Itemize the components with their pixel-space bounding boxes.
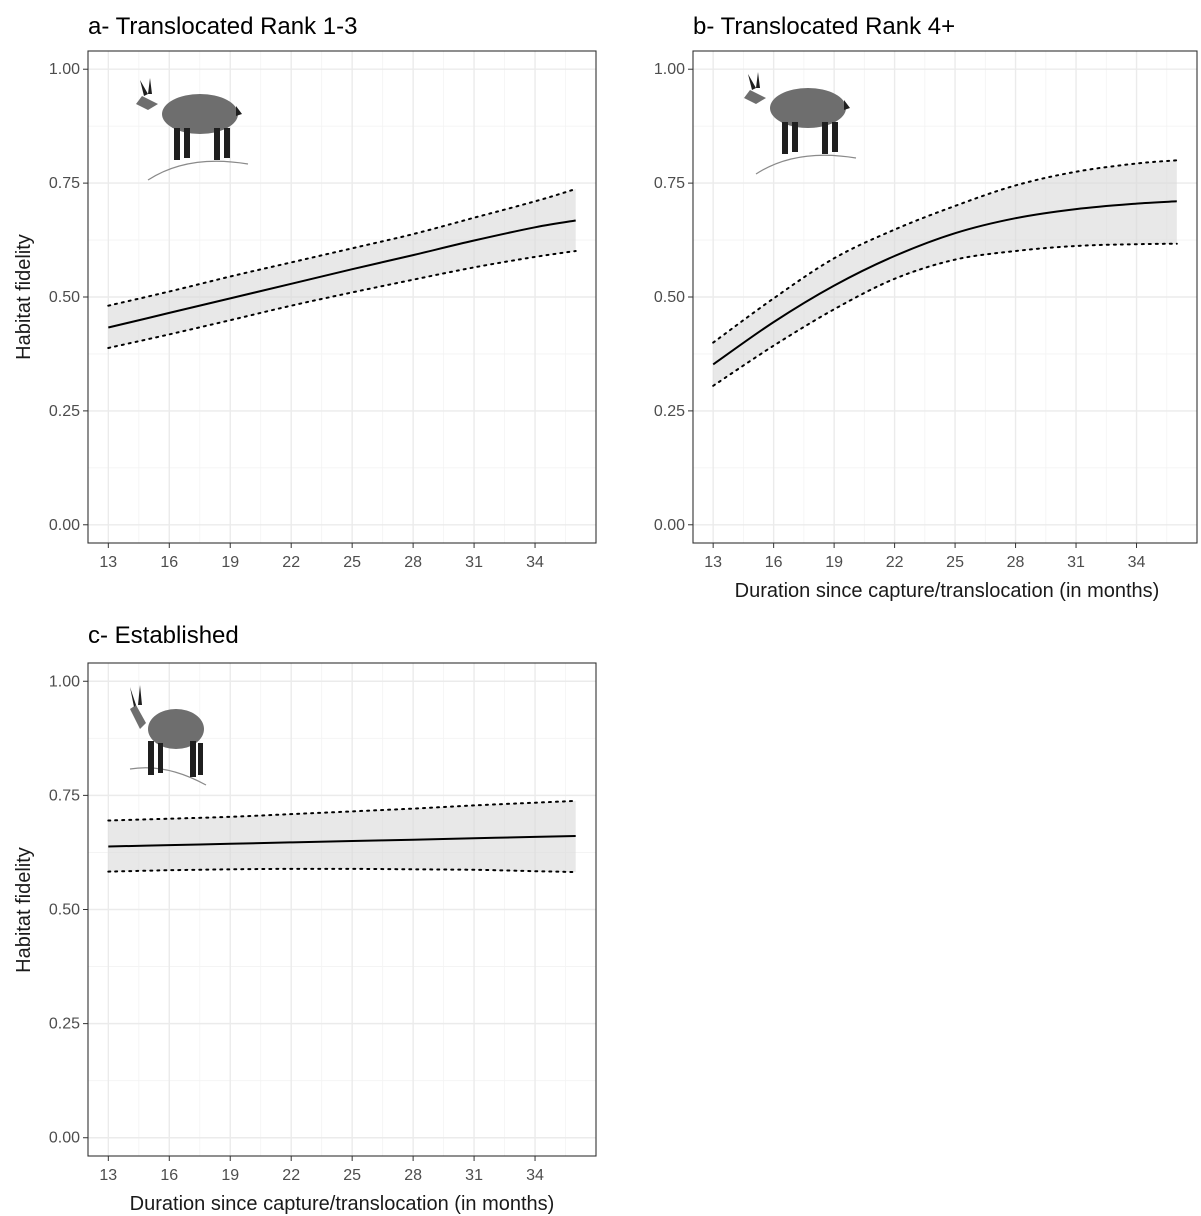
ibex-horns <box>748 72 760 90</box>
y-tick-label: 0.25 <box>654 403 685 420</box>
panel-a: a- Translocated Rank 1-3 13 16 19 22 25 28 31 34… <box>13 13 596 571</box>
y-tick-label: 1.00 <box>49 61 80 78</box>
y-axis-title: Habitat fidelity <box>13 234 35 360</box>
x-tick-label: 16 <box>160 554 178 571</box>
x-tick-label: 34 <box>526 1167 544 1184</box>
panel-c: c- Established 13 16 19 22 25 28 31 34 0.00 0.25 0.… <box>13 622 596 1215</box>
y-tick-label: 0.25 <box>49 403 80 420</box>
x-tick-label: 28 <box>404 1167 422 1184</box>
x-tick-label: 34 <box>526 554 544 571</box>
ibex-tail <box>236 106 242 116</box>
x-tick-label: 13 <box>704 554 722 571</box>
y-tick-label: 0.50 <box>49 289 80 306</box>
ibex-leg <box>822 122 828 154</box>
rock-outline <box>148 161 248 180</box>
confidence-band <box>713 160 1177 385</box>
y-tick-label: 0.50 <box>49 902 80 919</box>
y-tick-label: 0.50 <box>654 289 685 306</box>
x-tick-label: 13 <box>99 1167 117 1184</box>
x-tick-label: 22 <box>886 554 904 571</box>
x-tick-label: 31 <box>465 1167 483 1184</box>
x-tick-label: 19 <box>221 1167 239 1184</box>
ibex-head <box>744 90 766 104</box>
x-tick-label: 22 <box>282 1167 300 1184</box>
confidence-band <box>108 189 575 348</box>
y-axis-title: Habitat fidelity <box>13 847 35 973</box>
ibex-female-icon <box>136 78 248 180</box>
y-tick-label: 1.00 <box>654 61 685 78</box>
x-tick-label: 19 <box>825 554 843 571</box>
y-tick-label: 0.00 <box>49 1130 80 1147</box>
x-tick-label: 25 <box>343 1167 361 1184</box>
y-tick-label: 1.00 <box>49 673 80 690</box>
panel-title: a- Translocated Rank 1-3 <box>88 13 357 40</box>
ibex-male-icon <box>130 685 206 785</box>
ibex-neck <box>130 705 146 729</box>
x-tick-label: 31 <box>1067 554 1085 571</box>
x-tick-label: 19 <box>221 554 239 571</box>
x-tick-label: 28 <box>1007 554 1025 571</box>
x-tick-label: 28 <box>404 554 422 571</box>
y-tick-label: 0.25 <box>49 1016 80 1033</box>
ibex-tail <box>844 100 850 110</box>
ibex-leg <box>832 122 838 152</box>
x-tick-label: 16 <box>765 554 783 571</box>
x-tick-label: 22 <box>282 554 300 571</box>
ibex-leg <box>224 128 230 158</box>
x-axis-title: Duration since capture/translocation (in… <box>130 1193 555 1215</box>
ibex-leg <box>190 741 196 777</box>
x-tick-label: 31 <box>465 554 483 571</box>
panel-title: c- Established <box>88 622 239 649</box>
x-tick-label: 13 <box>99 554 117 571</box>
y-tick-label: 0.00 <box>654 517 685 534</box>
ibex-leg <box>782 122 788 154</box>
ibex-leg <box>174 128 180 160</box>
x-tick-label: 34 <box>1128 554 1146 571</box>
ibex-leg <box>792 122 798 152</box>
panel-b: b- Translocated Rank 4+ 13 16 19 22 25 28 31 34 0… <box>654 13 1197 602</box>
y-tick-label: 0.75 <box>49 175 80 192</box>
x-axis-title: Duration since capture/translocation (in… <box>735 580 1160 602</box>
y-tick-label: 0.00 <box>49 517 80 534</box>
y-tick-label: 0.75 <box>654 175 685 192</box>
ibex-head <box>136 96 158 110</box>
x-tick-label: 25 <box>343 554 361 571</box>
ibex-leg <box>148 741 154 775</box>
ibex-horns <box>140 78 152 96</box>
ibex-female-icon <box>744 72 856 174</box>
ibex-leg <box>158 743 163 773</box>
y-tick-label: 0.75 <box>49 787 80 804</box>
rock-outline <box>756 155 856 174</box>
x-tick-label: 25 <box>946 554 964 571</box>
ibex-leg <box>214 128 220 160</box>
ibex-horns <box>130 685 142 707</box>
panel-title: b- Translocated Rank 4+ <box>693 13 955 40</box>
ibex-leg <box>184 128 190 158</box>
ibex-leg <box>198 743 203 775</box>
x-tick-label: 16 <box>160 1167 178 1184</box>
